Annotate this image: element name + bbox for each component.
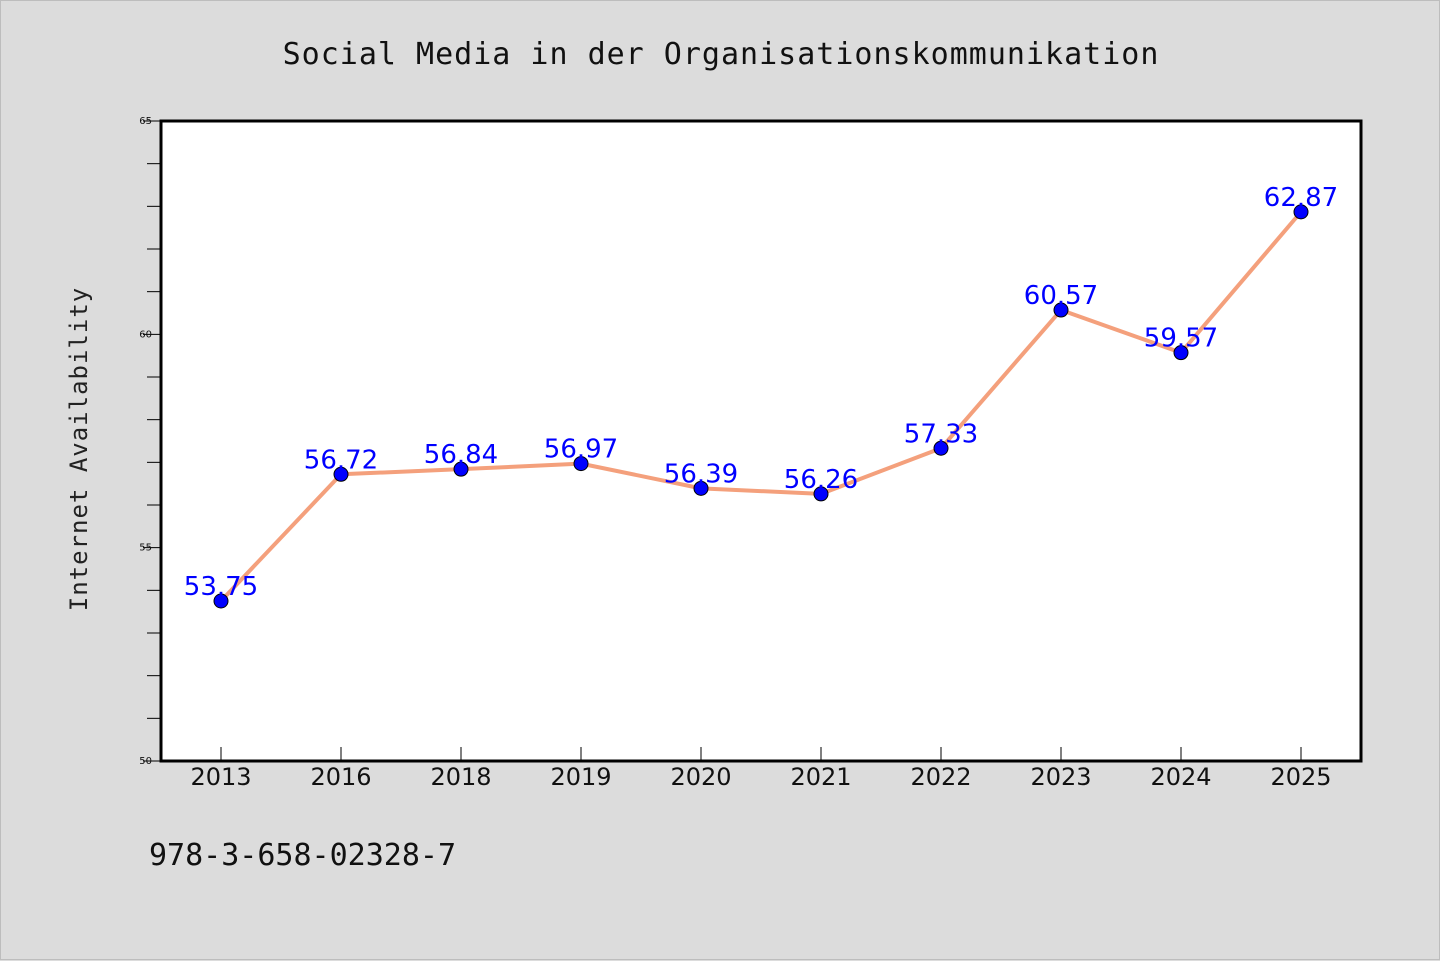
marker-group <box>213 204 1309 609</box>
data-label: 62.87 <box>1264 183 1338 213</box>
data-point <box>453 461 469 477</box>
x-tick-label: 2016 <box>310 763 371 791</box>
data-label: 56.39 <box>664 459 738 489</box>
data-point <box>1053 302 1069 318</box>
x-tick-label: 2021 <box>790 763 851 791</box>
data-point <box>933 440 949 456</box>
data-label: 57.33 <box>904 419 978 449</box>
data-label: 59.57 <box>1144 324 1218 354</box>
x-tick-label: 2020 <box>670 763 731 791</box>
x-tick-label: 2022 <box>910 763 971 791</box>
data-label-group: 53.75 56.72 56.84 56.97 56.39 56.26 57.33 60.57… <box>184 183 1338 602</box>
data-label: 56.97 <box>544 435 618 465</box>
series-line-group <box>219 210 1303 603</box>
x-tick-label: 2018 <box>430 763 491 791</box>
data-point <box>1173 345 1189 361</box>
y-tick-label: 50 <box>139 756 152 767</box>
data-point <box>573 456 589 472</box>
plot-area <box>159 119 1363 763</box>
data-label: 56.72 <box>304 445 378 475</box>
x-tick-label: 2023 <box>1030 763 1091 791</box>
x-tick-label: 2013 <box>190 763 251 791</box>
x-tick-label: 2019 <box>550 763 611 791</box>
data-point <box>1293 204 1309 220</box>
series-line <box>219 210 1303 603</box>
x-axis: 2013 2016 2018 2019 2020 2021 2022 2023 2024 2025 <box>190 747 1332 791</box>
data-point <box>693 480 709 496</box>
isbn-footer: 978-3-658-02328-7 <box>149 838 456 873</box>
data-label: 56.84 <box>424 440 498 470</box>
data-label: 53.75 <box>184 572 258 602</box>
chart-title: Social Media in der Organisationskommuni… <box>283 37 1160 72</box>
x-tick-label: 2025 <box>1270 763 1331 791</box>
y-tick-label: 60 <box>139 329 152 340</box>
y-tick-label: 65 <box>139 116 152 127</box>
data-point <box>813 486 829 502</box>
y-axis-label: Internet Availability <box>65 287 93 611</box>
data-point <box>333 466 349 482</box>
x-tick-label: 2024 <box>1150 763 1211 791</box>
data-label: 56.26 <box>784 465 858 495</box>
data-point <box>213 593 229 609</box>
y-axis: 50 55 60 65 <box>139 116 161 767</box>
y-axis-label-group: Internet Availability <box>65 287 93 611</box>
data-label: 60.57 <box>1024 281 1098 311</box>
y-tick-label: 55 <box>139 543 152 554</box>
